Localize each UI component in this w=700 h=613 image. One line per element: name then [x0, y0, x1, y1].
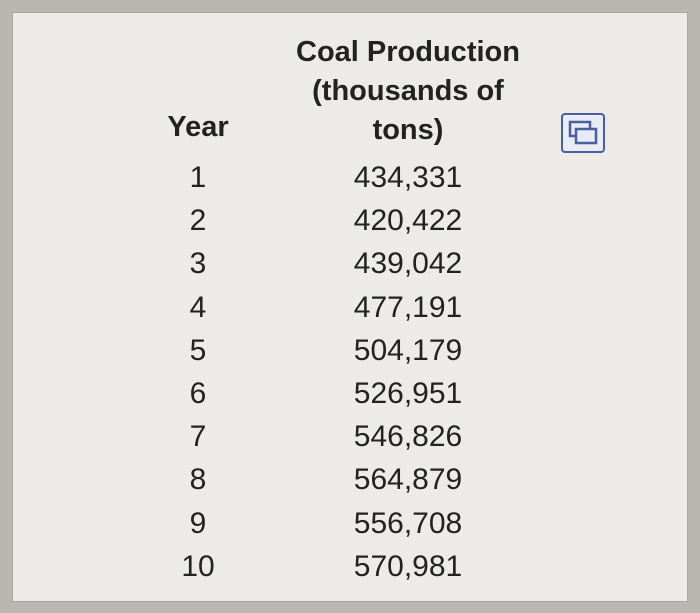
table-row: 2 420,422 [13, 199, 687, 242]
table-row: 1 434,331 [13, 156, 687, 199]
production-cell: 477,191 [353, 290, 463, 324]
table-row: 9 556,708 [13, 502, 687, 545]
production-cell: 546,826 [353, 420, 463, 454]
production-cell: 504,179 [353, 333, 463, 367]
header-line-3: tons) [372, 114, 444, 146]
year-cell: 5 [189, 333, 207, 367]
data-table-panel: Year Coal Production (thousands of tons)… [12, 12, 688, 602]
header-line-2: (thousands of [312, 75, 504, 107]
year-cell: 3 [189, 247, 207, 281]
table-row: 3 439,042 [13, 242, 687, 285]
year-cell: 4 [189, 290, 207, 324]
year-cell: 6 [189, 376, 207, 410]
copy-data-button[interactable] [561, 113, 605, 153]
table-row: 7 546,826 [13, 415, 687, 458]
table-row: 4 477,191 [13, 286, 687, 329]
table-row: 6 526,951 [13, 372, 687, 415]
table-row: 10 570,981 [13, 545, 687, 588]
production-cell: 439,042 [353, 247, 463, 281]
copy-data-icon [568, 120, 598, 145]
table-row: 5 504,179 [13, 329, 687, 372]
table-body: 1 434,331 2 420,422 3 439,042 4 477,191 … [13, 156, 687, 588]
production-cell: 564,879 [353, 463, 463, 497]
production-cell: 570,981 [353, 549, 463, 583]
coal-production-column-header: Coal Production (thousands of tons) [283, 33, 533, 150]
year-cell: 2 [189, 204, 207, 238]
year-cell: 7 [189, 420, 207, 454]
year-cell: 9 [189, 506, 207, 540]
year-cell: 8 [189, 463, 207, 497]
production-cell: 556,708 [353, 506, 463, 540]
year-cell: 1 [189, 161, 207, 194]
production-cell: 420,422 [353, 204, 463, 238]
year-cell: 10 [181, 549, 215, 583]
header-line-1: Coal Production [296, 36, 520, 68]
production-cell: 434,331 [353, 161, 463, 194]
table-row: 8 564,879 [13, 458, 687, 501]
year-column-header: Year [167, 111, 229, 143]
production-cell: 526,951 [353, 376, 463, 410]
